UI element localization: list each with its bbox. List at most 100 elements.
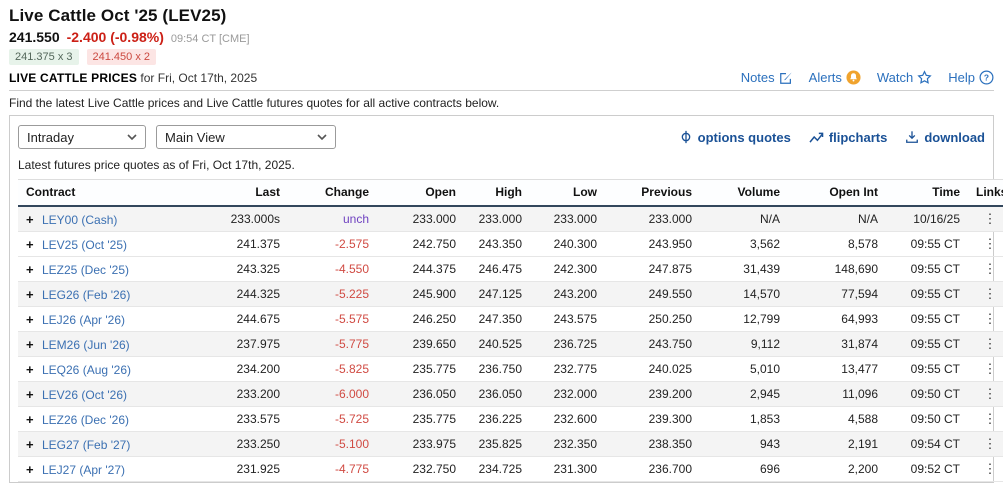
col-last[interactable]: Last	[203, 179, 288, 207]
cell-previous: 243.750	[605, 331, 700, 357]
cell-change: -4.550	[288, 256, 377, 282]
row-links-menu-icon[interactable]: ⋮	[983, 461, 997, 476]
col-volume[interactable]: Volume	[700, 179, 788, 207]
cell-previous: 250.250	[605, 306, 700, 332]
expand-row-icon[interactable]: +	[26, 286, 34, 302]
cell-open: 233.975	[377, 431, 464, 457]
cell-time: 09:55 CT	[886, 331, 968, 357]
cell-open_int: 13,477	[788, 356, 886, 382]
download-button[interactable]: download	[905, 130, 985, 145]
expand-row-icon[interactable]: +	[26, 211, 34, 227]
cell-volume: 2,945	[700, 381, 788, 407]
row-links-menu-icon[interactable]: ⋮	[983, 211, 997, 226]
cell-volume: 12,799	[700, 306, 788, 332]
table-row: + LEZ26 (Dec '26) 233.575 -5.725 235.775 236.…	[18, 406, 1003, 432]
contract-link[interactable]: LEZ25 (Dec '25)	[42, 262, 129, 277]
contract-link[interactable]: LEV26 (Oct '26)	[42, 387, 127, 402]
expand-row-icon[interactable]: +	[26, 411, 34, 427]
row-links-menu-icon[interactable]: ⋮	[983, 436, 997, 451]
expand-row-icon[interactable]: +	[26, 386, 34, 402]
expand-row-icon[interactable]: +	[26, 461, 34, 477]
row-links-menu-icon[interactable]: ⋮	[983, 261, 997, 276]
col-change[interactable]: Change	[288, 179, 377, 207]
row-links-menu-icon[interactable]: ⋮	[983, 311, 997, 326]
cell-links: ⋮	[968, 381, 1003, 407]
cell-low: 232.775	[530, 356, 605, 382]
contract-link[interactable]: LEQ26 (Aug '26)	[42, 362, 132, 377]
frequency-select-value: Intraday	[27, 129, 74, 145]
view-selectors: Intraday Main View	[18, 125, 336, 149]
cell-last: 243.325	[203, 256, 288, 282]
cell-contract: + LEJ26 (Apr '26)	[18, 306, 203, 332]
contract-link[interactable]: LEJ27 (Apr '27)	[42, 462, 125, 477]
frequency-select[interactable]: Intraday	[18, 125, 146, 149]
help-label: Help	[948, 70, 975, 85]
notes-button[interactable]: Notes	[741, 70, 793, 85]
cell-low: 243.200	[530, 281, 605, 307]
cell-last: 231.925	[203, 456, 288, 482]
cell-contract: + LEZ26 (Dec '26)	[18, 406, 203, 432]
cell-high: 234.725	[464, 456, 530, 482]
cell-time: 09:55 CT	[886, 231, 968, 257]
help-question-icon: ?	[979, 70, 994, 85]
col-high[interactable]: High	[464, 179, 530, 207]
col-low[interactable]: Low	[530, 179, 605, 207]
cell-low: 233.000	[530, 206, 605, 232]
expand-row-icon[interactable]: +	[26, 436, 34, 452]
contract-link[interactable]: LEY00 (Cash)	[42, 212, 118, 227]
chevron-down-icon	[119, 133, 137, 141]
expand-row-icon[interactable]: +	[26, 336, 34, 352]
cell-change: -5.725	[288, 406, 377, 432]
expand-row-icon[interactable]: +	[26, 311, 34, 327]
expand-row-icon[interactable]: +	[26, 236, 34, 252]
flipchart-line-icon	[809, 131, 824, 144]
row-links-menu-icon[interactable]: ⋮	[983, 236, 997, 251]
cell-volume: 5,010	[700, 356, 788, 382]
expand-row-icon[interactable]: +	[26, 261, 34, 277]
cell-high: 236.225	[464, 406, 530, 432]
cell-links: ⋮	[968, 331, 1003, 357]
row-links-menu-icon[interactable]: ⋮	[983, 361, 997, 376]
header-divider	[9, 90, 994, 91]
contract-link[interactable]: LEG27 (Feb '27)	[42, 437, 131, 452]
cell-high: 246.475	[464, 256, 530, 282]
cell-open_int: 2,191	[788, 431, 886, 457]
col-contract[interactable]: Contract	[18, 179, 203, 207]
col-open[interactable]: Open	[377, 179, 464, 207]
cell-last: 244.325	[203, 281, 288, 307]
cell-open: 232.750	[377, 456, 464, 482]
row-links-menu-icon[interactable]: ⋮	[983, 336, 997, 351]
help-button[interactable]: Help ?	[948, 70, 994, 85]
row-links-menu-icon[interactable]: ⋮	[983, 386, 997, 401]
contract-link[interactable]: LEM26 (Jun '26)	[42, 337, 130, 352]
view-select[interactable]: Main View	[156, 125, 336, 149]
table-row: + LEJ27 (Apr '27) 231.925 -4.775 232.750 234.…	[18, 456, 1003, 482]
contract-link[interactable]: LEZ26 (Dec '26)	[42, 412, 129, 427]
cell-links: ⋮	[968, 281, 1003, 307]
col-previous[interactable]: Previous	[605, 179, 700, 207]
cell-high: 235.825	[464, 431, 530, 457]
table-row: + LEG27 (Feb '27) 233.250 -5.100 233.975 235.…	[18, 431, 1003, 457]
table-row: + LEV25 (Oct '25) 241.375 -2.575 242.750 243.…	[18, 231, 1003, 257]
cell-contract: + LEG27 (Feb '27)	[18, 431, 203, 457]
contract-link[interactable]: LEG26 (Feb '26)	[42, 287, 131, 302]
row-links-menu-icon[interactable]: ⋮	[983, 286, 997, 301]
row-links-menu-icon[interactable]: ⋮	[983, 411, 997, 426]
notes-edit-icon	[779, 71, 793, 85]
cell-high: 240.525	[464, 331, 530, 357]
cell-open: 244.375	[377, 256, 464, 282]
flipcharts-button[interactable]: flipcharts	[809, 130, 887, 145]
col-time[interactable]: Time	[886, 179, 968, 207]
col-open-int[interactable]: Open Int	[788, 179, 886, 207]
alerts-button[interactable]: Alerts	[809, 70, 861, 85]
watch-button[interactable]: Watch	[877, 70, 932, 85]
watch-star-icon	[917, 70, 932, 85]
options-quotes-button[interactable]: options quotes	[679, 130, 791, 145]
contract-link[interactable]: LEV25 (Oct '25)	[42, 237, 127, 252]
expand-row-icon[interactable]: +	[26, 361, 34, 377]
cell-open: 246.250	[377, 306, 464, 332]
cell-open: 235.775	[377, 356, 464, 382]
contract-link[interactable]: LEJ26 (Apr '26)	[42, 312, 125, 327]
cell-open_int: 11,096	[788, 381, 886, 407]
table-header-row: Contract Last Change Open High Low Previ…	[18, 179, 1003, 207]
